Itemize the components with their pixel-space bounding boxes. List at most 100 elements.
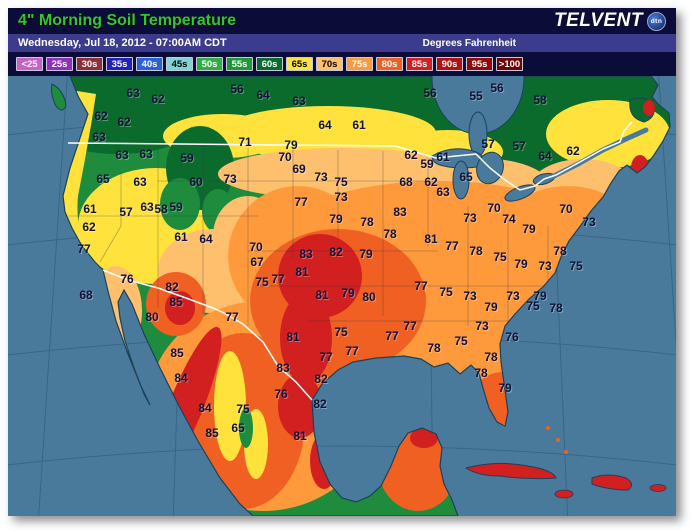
station-temp: 76 <box>505 330 519 344</box>
station-temp: 78 <box>484 350 498 364</box>
vancouver-island <box>51 83 67 111</box>
us-mexico-border-line <box>102 269 313 401</box>
station-temp: 80 <box>145 310 159 324</box>
units-label: Degrees Fahrenheit <box>422 37 516 49</box>
station-temp: 82 <box>314 372 328 386</box>
station-temp: 75 <box>493 250 507 264</box>
legend-swatch-40s: 40s <box>136 57 163 71</box>
weather-map-window: 4" Morning Soil Temperature TELVENT dtn … <box>8 8 676 516</box>
legend-swatch-55s: 55s <box>226 57 253 71</box>
legend-swatch-85s: 85s <box>406 57 433 71</box>
subtitle-bar: Wednesday, Jul 18, 2012 - 07:00AM CDT De… <box>8 34 676 52</box>
legend-label: 25s <box>51 58 68 70</box>
station-temp: 65 <box>231 421 245 435</box>
station-temp: 81 <box>293 429 307 443</box>
station-temp: 59 <box>169 200 183 214</box>
station-temp: 68 <box>399 175 413 189</box>
station-temp: 77 <box>385 329 399 343</box>
station-temp: 73 <box>538 259 552 273</box>
legend-label: 90s <box>441 58 458 70</box>
legend-swatch-50s: 50s <box>196 57 223 71</box>
station-temp: 75 <box>454 334 468 348</box>
station-temp: 63 <box>133 175 147 189</box>
station-temp: 70 <box>559 202 573 216</box>
station-temp: 62 <box>117 115 131 129</box>
station-temp: 82 <box>329 245 343 259</box>
legend-label: 45s <box>171 58 188 70</box>
station-temp: 63 <box>292 94 306 108</box>
station-temp: 63 <box>139 147 153 161</box>
station-temp: 62 <box>566 144 580 158</box>
station-temp: 63 <box>92 130 106 144</box>
station-temp: 75 <box>439 285 453 299</box>
station-temp: 57 <box>512 139 526 153</box>
station-temp: 78 <box>549 301 563 315</box>
station-temp: 77 <box>225 310 239 324</box>
station-temp: 62 <box>404 148 418 162</box>
hispaniola-island <box>591 474 632 491</box>
station-temp: 77 <box>445 239 459 253</box>
station-temp: 84 <box>174 371 188 385</box>
continent-outline <box>62 76 671 516</box>
legend-label: 95s <box>471 58 488 70</box>
station-temp: 64 <box>256 88 270 102</box>
legend-swatch-95s: 95s <box>466 57 493 71</box>
legend-swatch-25: <25 <box>16 57 43 71</box>
legend-swatch-45s: 45s <box>166 57 193 71</box>
station-temp: 64 <box>199 232 213 246</box>
legend-swatch-65s: 65s <box>286 57 313 71</box>
station-temp: 70 <box>487 201 501 215</box>
station-temp: 77 <box>414 279 428 293</box>
station-temp: 80 <box>362 290 376 304</box>
station-temp: 62 <box>94 109 108 123</box>
legend-label: 50s <box>201 58 218 70</box>
state-borders <box>68 146 568 336</box>
station-temp: 82 <box>313 397 327 411</box>
station-temp: 58 <box>154 202 168 216</box>
brand-name: TELVENT <box>553 10 643 31</box>
station-temp: 73 <box>314 170 328 184</box>
legend-label: 35s <box>111 58 128 70</box>
station-temp: 74 <box>502 212 516 226</box>
station-temp: 83 <box>299 247 313 261</box>
legend-swatch-60s: 60s <box>256 57 283 71</box>
station-temp: 81 <box>286 330 300 344</box>
telvent-logo: TELVENT dtn <box>554 10 666 32</box>
page-title: 4" Morning Soil Temperature <box>18 12 236 29</box>
station-temp: 84 <box>198 401 212 415</box>
station-temp: 57 <box>119 205 133 219</box>
station-temp: 55 <box>469 89 483 103</box>
station-temp: 57 <box>481 137 495 151</box>
station-temp: 75 <box>334 175 348 189</box>
station-temp: 65 <box>96 172 110 186</box>
legend-label: 60s <box>261 58 278 70</box>
cuba-island <box>464 462 557 480</box>
legend-swatch-90s: 90s <box>436 57 463 71</box>
station-temp: 76 <box>120 272 134 286</box>
station-temp: 79 <box>359 247 373 261</box>
legend-swatch-75s: 75s <box>346 57 373 71</box>
station-temp: 77 <box>294 195 308 209</box>
station-temp: 83 <box>393 205 407 219</box>
station-temp: 73 <box>223 172 237 186</box>
station-temp: 75 <box>569 259 583 273</box>
station-temp: 64 <box>538 149 552 163</box>
jamaica-island <box>554 489 574 499</box>
legend-label: 40s <box>141 58 158 70</box>
station-temp: 61 <box>83 202 97 216</box>
station-temp: 63 <box>126 86 140 100</box>
station-temp: 85 <box>205 426 219 440</box>
hudson-bay <box>431 76 525 157</box>
legend-swatch-30s: 30s <box>76 57 103 71</box>
legend-label: 55s <box>231 58 248 70</box>
legend-label: 80s <box>381 58 398 70</box>
station-temp: 75 <box>236 402 250 416</box>
station-temp: 73 <box>334 190 348 204</box>
newfoundland-hot-spot <box>643 100 655 116</box>
station-temp: 81 <box>424 232 438 246</box>
station-temp: 62 <box>151 92 165 106</box>
station-temp: 79 <box>284 138 298 152</box>
station-temp: 76 <box>274 387 288 401</box>
station-temp: 77 <box>319 350 333 364</box>
